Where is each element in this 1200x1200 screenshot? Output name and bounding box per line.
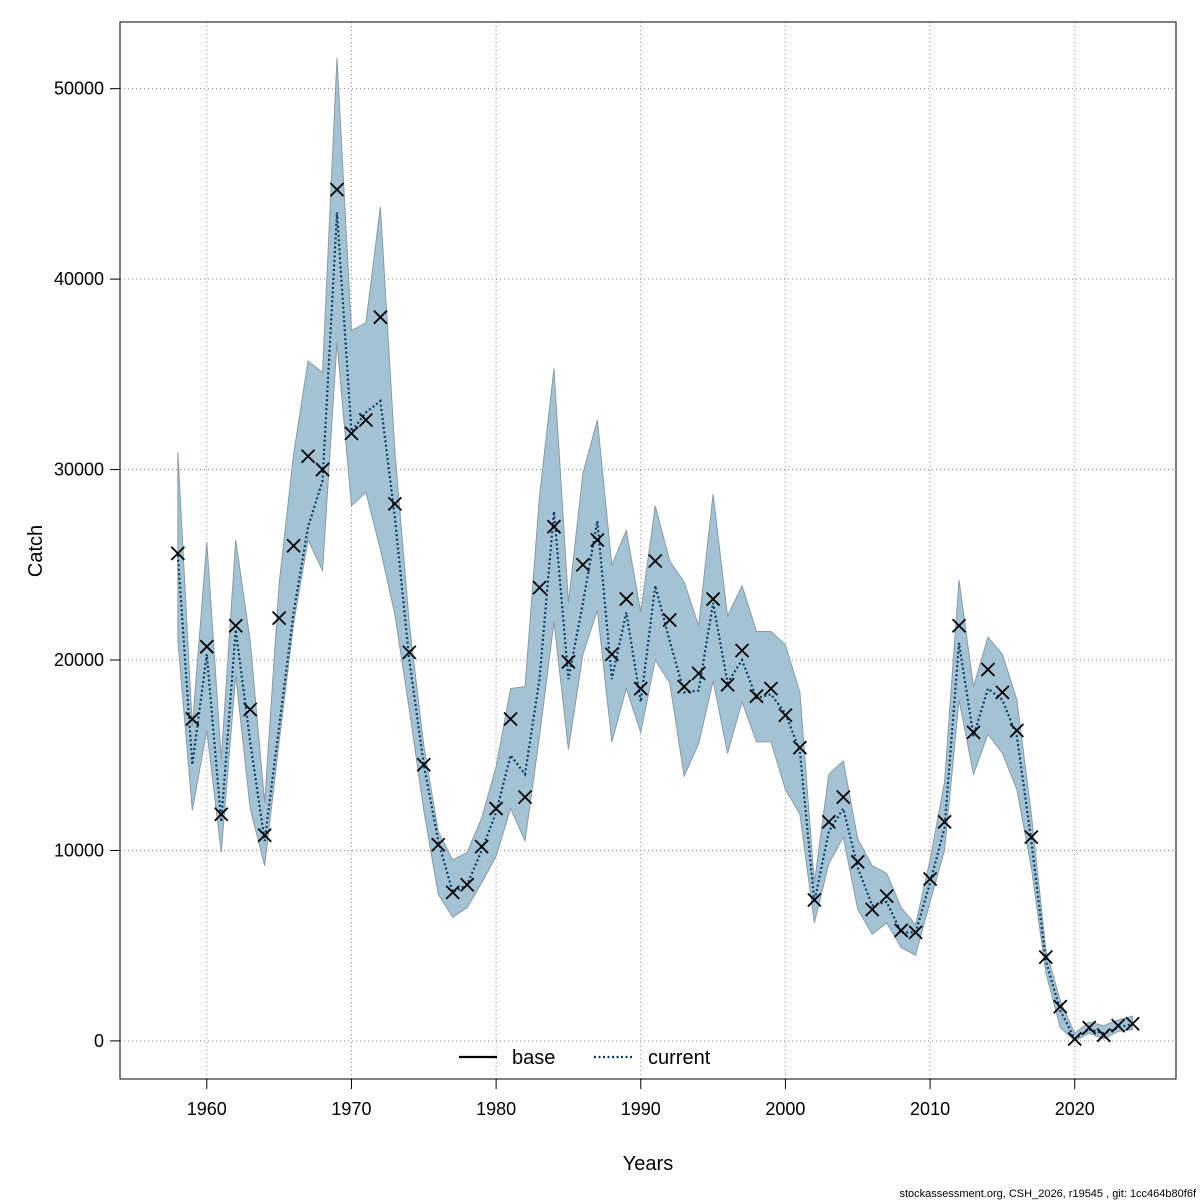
- base-point-marker: [778, 708, 793, 723]
- x-tick-label: 1960: [187, 1099, 227, 1119]
- base-point-marker: [590, 532, 605, 548]
- base-point-marker: [243, 702, 258, 717]
- base-point-marker: [474, 839, 489, 854]
- base-point-marker: [460, 877, 475, 892]
- base-point-marker: [402, 645, 417, 660]
- legend: base current: [459, 1047, 711, 1069]
- base-point-marker: [648, 553, 663, 569]
- base-point-marker: [1053, 999, 1068, 1014]
- y-tick-label: 40000: [54, 269, 104, 289]
- base-point-marker: [937, 814, 952, 830]
- base-point-marker: [677, 679, 692, 694]
- base-point-marker: [1082, 1020, 1097, 1035]
- base-point-marker: [865, 902, 880, 917]
- x-tick-label: 2010: [910, 1099, 950, 1119]
- series-lines: [176, 212, 1133, 1041]
- x-tick-label: 1990: [621, 1099, 661, 1119]
- x-tick-label: 2000: [765, 1099, 805, 1119]
- legend-current-label: current: [648, 1047, 711, 1069]
- base-point-marker: [445, 885, 460, 900]
- base-markers: [170, 182, 1140, 1047]
- base-point-marker: [966, 725, 981, 740]
- base-point-marker: [749, 689, 764, 704]
- base-point-marker: [358, 412, 374, 428]
- base-point-marker: [373, 310, 388, 325]
- base-point-marker: [821, 814, 836, 830]
- base-point-marker: [807, 892, 822, 908]
- base-point-marker: [546, 519, 562, 534]
- base-point-marker: [387, 496, 402, 511]
- base-point-marker: [879, 889, 894, 904]
- confidence-band: [177, 58, 1134, 1042]
- base-point-marker: [344, 426, 359, 441]
- base-point-marker: [561, 654, 576, 670]
- base-point-marker: [894, 923, 909, 938]
- base-point-marker: [619, 591, 634, 607]
- base-point-marker: [488, 801, 504, 816]
- base-point-marker: [995, 685, 1010, 700]
- base-point-marker: [691, 666, 706, 681]
- base-point-marker: [300, 449, 316, 464]
- base-point-marker: [199, 639, 214, 654]
- base-point-marker: [329, 182, 345, 197]
- base-point-marker: [763, 681, 779, 696]
- x-axis: 1960 1970 1980 1990 2000 2010 2020: [187, 1078, 1095, 1119]
- base-point-marker: [1067, 1031, 1082, 1047]
- base-point-marker: [850, 854, 865, 870]
- base-point-marker: [315, 462, 330, 477]
- x-axis-title: Years: [623, 1153, 673, 1175]
- x-tick-label: 1970: [331, 1099, 371, 1119]
- x-tick-label: 2020: [1055, 1099, 1095, 1119]
- base-point-marker: [922, 871, 938, 887]
- base-point-marker: [286, 538, 301, 553]
- y-tick-label: 50000: [54, 79, 104, 99]
- base-point-marker: [257, 828, 272, 843]
- footer-text: stockassessment.org, CSH_2026, r19545 , …: [899, 1188, 1197, 1200]
- base-point-marker: [170, 546, 185, 561]
- base-point-marker: [532, 580, 547, 595]
- base-point-marker: [980, 662, 996, 677]
- base-point-marker: [431, 837, 446, 852]
- base-point-marker: [705, 591, 721, 607]
- base-point-marker: [1125, 1016, 1140, 1031]
- y-axis: 0 10000 20000 30000 40000 50000: [54, 79, 121, 1051]
- base-point-marker: [416, 757, 431, 772]
- confidence-band-area: [177, 58, 1134, 1042]
- base-point-marker: [1009, 723, 1025, 738]
- legend-base-label: base: [512, 1047, 555, 1069]
- y-tick-label: 20000: [54, 650, 104, 670]
- base-point-marker: [271, 610, 287, 626]
- base-point-marker: [1038, 949, 1053, 965]
- base-point-marker: [633, 681, 648, 696]
- base-point-marker: [836, 789, 851, 805]
- y-tick-label: 30000: [54, 460, 104, 480]
- base-point-marker: [1024, 829, 1039, 845]
- base-point-marker: [792, 740, 808, 755]
- base-point-marker: [951, 618, 967, 633]
- base-point-marker: [908, 925, 923, 940]
- base-point-marker: [604, 647, 619, 662]
- base-point-marker: [1111, 1018, 1126, 1033]
- y-tick-label: 0: [94, 1031, 104, 1051]
- base-point-marker: [734, 643, 750, 658]
- x-tick-label: 1980: [476, 1099, 516, 1119]
- y-axis-title: Catch: [25, 525, 47, 577]
- base-point-marker: [517, 789, 533, 805]
- base-point-marker: [185, 711, 200, 727]
- y-tick-label: 10000: [54, 840, 104, 860]
- base-point-marker: [1096, 1028, 1111, 1043]
- base-point-marker: [503, 711, 518, 727]
- base-point-marker: [214, 807, 229, 822]
- base-point-marker: [720, 677, 735, 692]
- base-point-marker: [228, 618, 243, 633]
- current-series-line: [176, 212, 1133, 1041]
- base-point-marker: [575, 557, 591, 572]
- base-point-marker: [662, 612, 677, 628]
